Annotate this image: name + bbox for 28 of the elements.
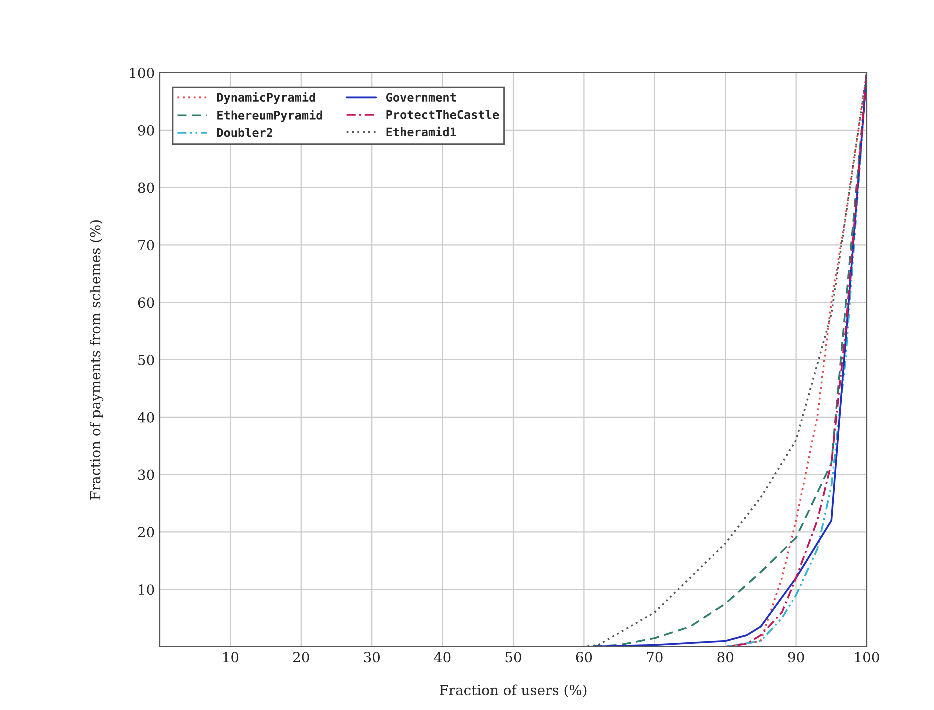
x-tick-label: 30 — [364, 652, 380, 663]
x-tick-label: 20 — [294, 652, 310, 663]
y-tick-label: 10 — [139, 584, 154, 596]
x-tick-label: 70 — [647, 652, 663, 663]
y-tick-label: 100 — [130, 68, 154, 78]
y-tick-label: 60 — [138, 298, 154, 308]
legend-label: Government — [386, 93, 456, 102]
x-tick-label: 100 — [855, 652, 880, 663]
x-tick-label: 80 — [718, 652, 734, 663]
y-tick-label: 80 — [138, 182, 154, 194]
y-tick-label: 50 — [138, 354, 154, 366]
y-axis-title: Fraction of payments from schemes (%) — [90, 220, 104, 500]
y-tick-label: 20 — [138, 527, 154, 538]
x-tick-label: 10 — [224, 652, 239, 663]
x-axis-title: Fraction of users (%) — [440, 684, 587, 698]
legend-label: Etheramid1 — [386, 126, 456, 137]
legend-label: DynamicPyramid — [217, 92, 316, 104]
y-tick-label: 40 — [138, 412, 154, 423]
x-tick-label: 50 — [506, 652, 522, 663]
y-tick-label: 90 — [138, 125, 154, 136]
y-tick-label: 30 — [138, 470, 154, 480]
x-tick-label: 40 — [434, 652, 451, 663]
y-tick-label: 70 — [138, 240, 154, 251]
legend-label: ProtectTheCastle — [386, 110, 500, 120]
x-tick-label: 90 — [788, 652, 804, 663]
legend-label: Doubler2 — [217, 128, 273, 138]
legend-label: EthereumPyramid — [218, 110, 322, 122]
x-tick-label: 60 — [576, 652, 592, 663]
